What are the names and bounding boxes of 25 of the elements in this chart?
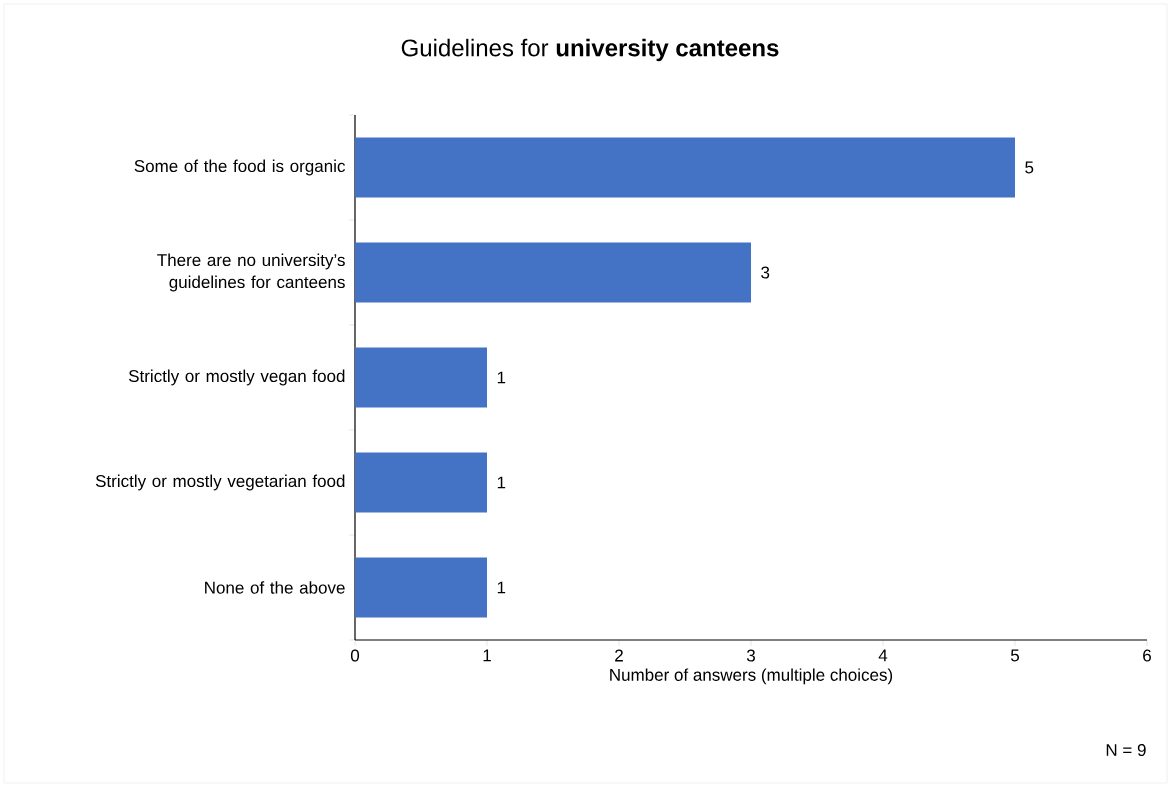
bar (355, 137, 1015, 198)
data-label: 5 (1025, 161, 1034, 174)
x-tick-label: 6 (1143, 649, 1151, 662)
bar (355, 557, 487, 618)
x-axis-title: Number of answers (multiple choices) (610, 668, 893, 685)
data-label: 1 (497, 476, 506, 489)
x-tick-label: 1 (483, 649, 491, 662)
x-tick-label: 4 (878, 649, 888, 662)
x-tick-label: 5 (1010, 649, 1020, 662)
y-tick-label: Strictly or mostly vegetarian food (95, 474, 345, 491)
chart-title: Guidelines for university canteens (401, 38, 779, 62)
data-label: 1 (497, 371, 506, 384)
text: N = 9 (1106, 743, 1146, 757)
y-tick-label: Strictly or mostly vegan food (128, 369, 345, 386)
y-tick-label: Some of the food is organic (134, 159, 345, 176)
y-tick-label: There are no university’s guidelines for canteens (157, 253, 345, 292)
data-label: 3 (761, 266, 770, 279)
bar (355, 347, 487, 408)
x-tick-label: 2 (615, 649, 623, 662)
bar (355, 242, 751, 303)
bar (355, 452, 487, 513)
y-tick-label: None of the above (205, 581, 345, 594)
x-tick-label: 3 (746, 649, 755, 662)
x-tick-label: 0 (350, 649, 360, 662)
data-label: 1 (497, 581, 506, 594)
